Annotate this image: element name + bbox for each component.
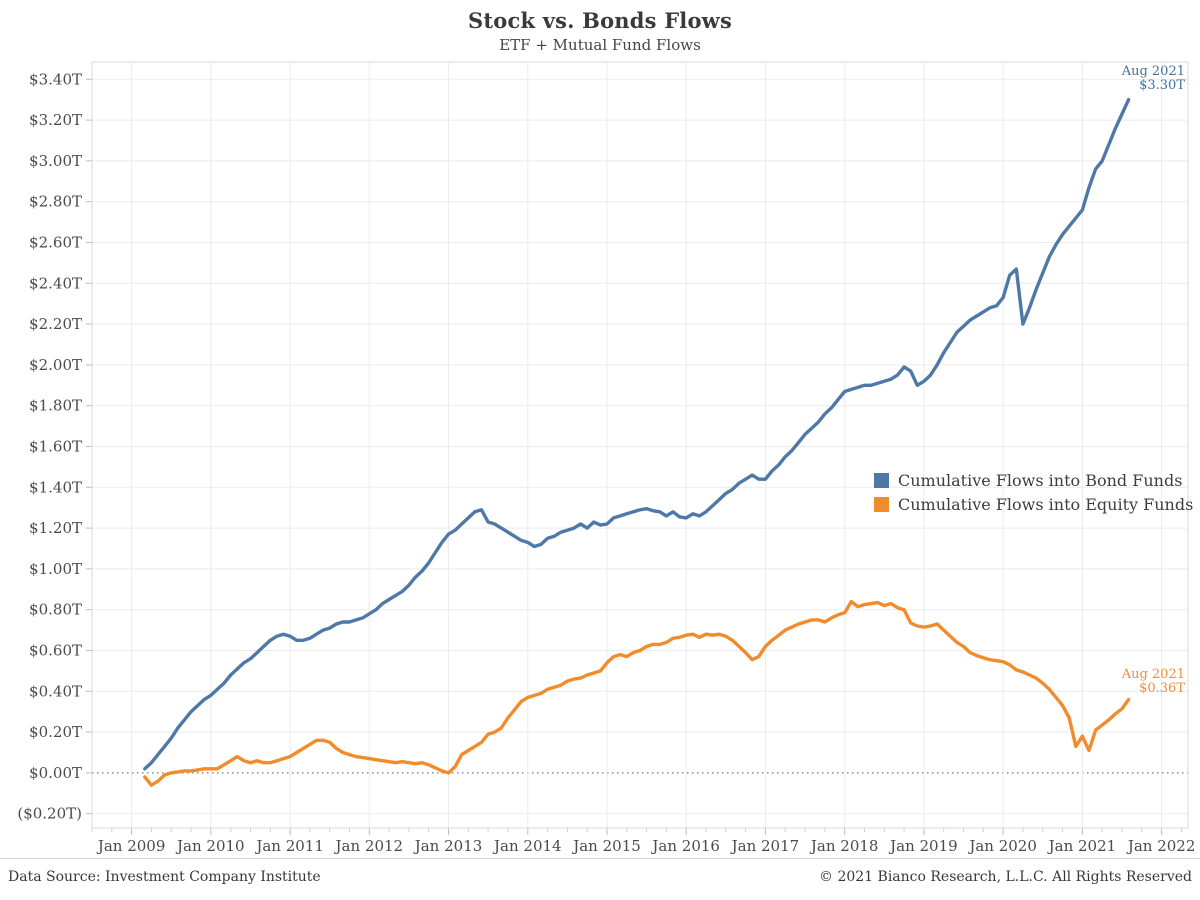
chart-header: Stock vs. Bonds Flows ETF + Mutual Fund … <box>0 8 1200 54</box>
y-tick-label: $3.00T <box>29 152 82 170</box>
chart-subtitle: ETF + Mutual Fund Flows <box>499 36 701 54</box>
equity-endpoint-annotation: Aug 2021 $0.36T <box>1122 668 1185 696</box>
bond-annotation-date: Aug 2021 <box>1121 64 1185 79</box>
equity-series-swatch <box>874 497 889 512</box>
y-tick-label: $2.80T <box>29 193 82 211</box>
legend-item-bond-funds: Cumulative Flows into Bond Funds <box>874 469 1193 493</box>
equity-annotation-date: Aug 2021 <box>1121 667 1185 682</box>
legend-label-equity-funds: Cumulative Flows into Equity Funds <box>898 495 1194 514</box>
chart-footer: Data Source: Investment Company Institut… <box>0 858 1200 885</box>
x-tick-label: Jan 2017 <box>730 837 800 855</box>
x-tick-label: Jan 2021 <box>1047 837 1117 855</box>
x-tick-label: Jan 2020 <box>967 837 1037 855</box>
y-tick-label: ($0.20T) <box>17 805 82 823</box>
equity-flows-line <box>143 599 1131 787</box>
legend-item-equity-funds: Cumulative Flows into Equity Funds <box>874 493 1193 517</box>
chart-legend: Cumulative Flows into Bond Funds Cumulat… <box>874 469 1193 517</box>
bond-annotation-value: $3.30T <box>1139 78 1185 93</box>
stock-vs-bonds-flows-line-chart: $3.40T $3.20T $3.00T $2.80T $2.60T $2.40T $2.2… <box>17 61 1196 855</box>
x-tick-label: Jan 2014 <box>492 837 562 855</box>
plot-border <box>91 61 1189 829</box>
y-tick-label: $1.40T <box>29 478 82 496</box>
copyright-note: © 2021 Bianco Research, L.L.C. All Right… <box>819 869 1192 885</box>
x-tick-label: Jan 2015 <box>571 837 641 855</box>
y-tick-label: $0.00T <box>29 764 82 782</box>
bond-series-swatch <box>874 473 889 488</box>
y-tick-label: $0.40T <box>29 682 82 700</box>
y-tick-label: $1.20T <box>29 519 82 537</box>
x-tick-label: Jan 2013 <box>413 837 483 855</box>
x-tick-label: Jan 2018 <box>809 837 879 855</box>
bond-flows-line <box>143 97 1131 771</box>
y-tick-label: $0.20T <box>29 723 82 741</box>
data-source-note: Data Source: Investment Company Institut… <box>8 869 321 885</box>
x-tick-label: Jan 2012 <box>334 837 404 855</box>
y-tick-label: $2.60T <box>29 234 82 252</box>
x-tick-label: Jan 2010 <box>175 837 245 855</box>
y-tick-label: $1.00T <box>29 560 82 578</box>
chart-title: Stock vs. Bonds Flows <box>467 8 732 33</box>
bond-endpoint-annotation: Aug 2021 $3.30T <box>1122 65 1185 93</box>
equity-annotation-value: $0.36T <box>1139 681 1185 696</box>
y-tick-label: $1.80T <box>29 397 82 415</box>
y-tick-label: $3.40T <box>29 70 82 88</box>
x-tick-label: Jan 2022 <box>1126 837 1196 855</box>
y-tick-label: $2.20T <box>29 315 82 333</box>
y-tick-label: $1.60T <box>29 438 82 456</box>
x-tick-label: Jan 2011 <box>254 837 324 855</box>
legend-label-bond-funds: Cumulative Flows into Bond Funds <box>898 471 1183 490</box>
x-tick-label: Jan 2009 <box>96 837 166 855</box>
y-tick-label: $2.00T <box>29 356 82 374</box>
y-tick-label: $2.40T <box>29 274 82 292</box>
y-tick-label: $0.60T <box>29 642 82 660</box>
y-tick-label: $0.80T <box>29 601 82 619</box>
x-tick-label: Jan 2019 <box>888 837 958 855</box>
x-tick-label: Jan 2016 <box>650 837 720 855</box>
y-tick-label: $3.20T <box>29 111 82 129</box>
